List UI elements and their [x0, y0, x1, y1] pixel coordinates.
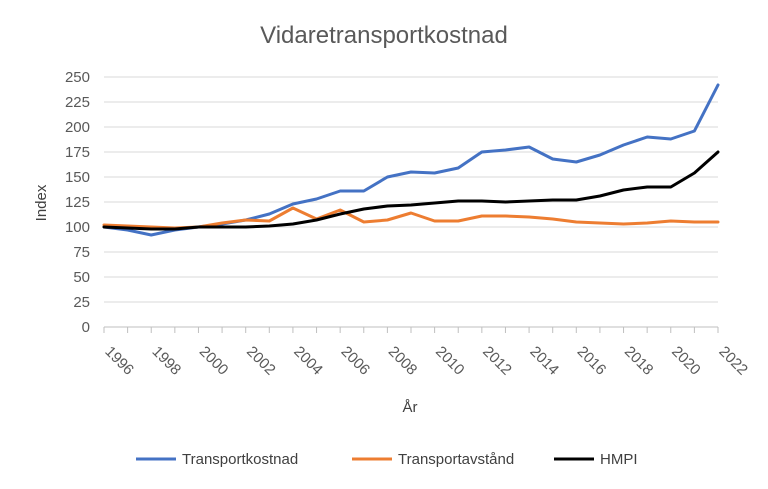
- y-tick-label: 25: [73, 294, 90, 311]
- x-tick-label: 1998: [149, 343, 185, 379]
- y-tick-label: 200: [65, 119, 90, 136]
- y-axis-ticks: 0 25 50 75 100 125 150 175 200 225 250: [65, 69, 90, 336]
- y-tick-label: 250: [65, 69, 90, 86]
- series-line-transportavstånd: [102, 206, 720, 230]
- x-tick-label: 2006: [338, 343, 374, 379]
- x-tick-label: 2020: [668, 343, 704, 379]
- y-axis-label: Index: [33, 184, 50, 221]
- y-tick-label: 75: [73, 244, 90, 261]
- legend-label: HMPI: [600, 451, 638, 468]
- y-tick-label: 175: [65, 144, 90, 161]
- chart-title: Vidaretransportkostnad: [260, 22, 508, 49]
- legend-label: Transportavstånd: [398, 451, 514, 468]
- x-tick-label: 2014: [526, 343, 562, 379]
- y-tick-label: 225: [65, 94, 90, 111]
- x-tick-label: 2004: [290, 343, 326, 379]
- x-tick-label: 2012: [479, 343, 515, 379]
- x-tick-label: 2002: [243, 343, 279, 379]
- x-axis-ticks: 1996 1998 2000 2002 2004 2006 2008 2010 2012 2014…: [101, 327, 751, 379]
- x-tick-label: 2010: [432, 343, 468, 379]
- y-tick-label: 150: [65, 169, 90, 186]
- y-tick-label: 125: [65, 194, 90, 211]
- series-lines: [102, 83, 720, 237]
- x-tick-label: 2000: [196, 343, 232, 379]
- y-tick-label: 50: [73, 269, 90, 286]
- y-tick-label: 100: [65, 219, 90, 236]
- y-tick-label: 0: [82, 319, 90, 336]
- x-tick-label: 1996: [101, 343, 137, 379]
- x-tick-label: 2016: [574, 343, 610, 379]
- series-line-hmpi: [102, 150, 720, 231]
- legend-label: Transportkostnad: [182, 451, 298, 468]
- legend: Transportkostnad Transportavstånd HMPI: [136, 451, 638, 468]
- x-axis-label: År: [403, 399, 418, 416]
- x-tick-label: 2022: [715, 343, 751, 379]
- x-tick-label: 2018: [621, 343, 657, 379]
- x-tick-label: 2008: [385, 343, 421, 379]
